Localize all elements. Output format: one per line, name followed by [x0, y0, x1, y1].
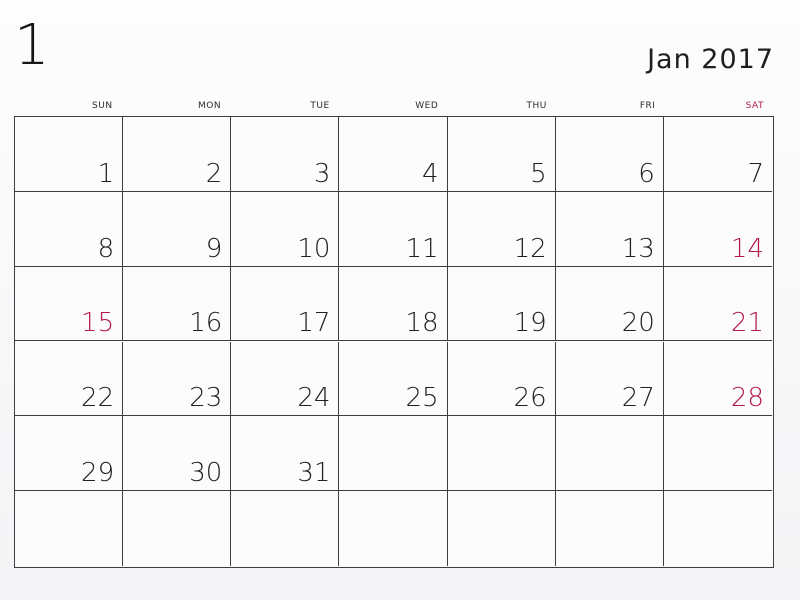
- day-number: 17: [297, 308, 331, 339]
- day-cell: 24: [231, 341, 340, 417]
- day-cell: 20: [555, 266, 664, 342]
- day-number: 13: [621, 233, 655, 264]
- day-number: 30: [189, 458, 223, 489]
- day-number: 26: [513, 383, 547, 414]
- day-number: 22: [81, 383, 115, 414]
- day-cell: 18: [339, 266, 448, 342]
- day-number: 16: [189, 308, 223, 339]
- day-number: 19: [513, 308, 547, 339]
- day-number: 27: [621, 383, 655, 414]
- day-number: 18: [405, 308, 439, 339]
- day-number: 5: [530, 158, 547, 189]
- day-number: 3: [313, 158, 331, 189]
- day-number: 9: [205, 233, 223, 264]
- month-number: 1: [14, 13, 50, 78]
- weekday-sun: SUN: [92, 101, 113, 111]
- day-number: 14: [730, 233, 764, 264]
- day-number: 6: [638, 158, 655, 189]
- day-cell: 19: [447, 266, 556, 342]
- month-year-label: Jan 2017: [647, 44, 774, 75]
- day-number: 23: [189, 383, 223, 414]
- weekday-tue: TUE: [310, 101, 330, 111]
- day-cell: 6: [555, 117, 664, 192]
- day-cell: 1: [15, 117, 124, 192]
- day-cell: 4: [339, 117, 448, 192]
- day-cell: 10: [231, 191, 340, 267]
- weekday-sat: SAT: [745, 101, 764, 111]
- day-cell: 26: [447, 341, 556, 417]
- day-cell: 8: [15, 191, 124, 267]
- day-cell: 23: [123, 341, 232, 417]
- day-cell: 15: [15, 266, 124, 342]
- day-cell: 9: [123, 191, 232, 267]
- day-cell: 5: [447, 117, 556, 192]
- day-cell: [339, 416, 448, 492]
- day-number: 21: [730, 308, 764, 339]
- day-number: 25: [405, 383, 439, 414]
- day-number: 29: [81, 458, 115, 489]
- weekday-thu: THU: [526, 101, 547, 111]
- calendar-grid: 1 2 3 4 5 6 7 8 9 10 11 12 13 14 15 16 17 18 19 20 21 22 23 24 2…: [14, 116, 774, 568]
- weekday-mon: MON: [198, 101, 222, 111]
- day-cell: [339, 491, 448, 566]
- day-number: 12: [513, 233, 547, 264]
- day-cell: 22: [15, 341, 124, 417]
- day-number: 4: [422, 158, 439, 189]
- day-cell: 16: [123, 266, 232, 342]
- day-cell: 29: [15, 416, 124, 492]
- day-cell: 21: [663, 267, 772, 342]
- day-number: 31: [297, 458, 331, 489]
- day-number: 20: [621, 308, 655, 339]
- day-number: 10: [297, 233, 331, 264]
- day-cell: [556, 491, 664, 566]
- day-cell: 17: [231, 266, 340, 342]
- day-cell: [447, 416, 556, 492]
- weekday-fri: FRI: [639, 101, 656, 111]
- day-cell: 2: [123, 117, 232, 192]
- day-cell: 12: [447, 191, 556, 267]
- day-cell: 28: [663, 342, 772, 417]
- day-cell: [231, 491, 340, 566]
- day-cell: [123, 491, 232, 566]
- day-cell: 13: [555, 191, 664, 267]
- day-number: 2: [205, 158, 223, 189]
- weekday-header-row: SUN MON TUE WED THU FRI SAT: [14, 98, 774, 114]
- day-number: 24: [297, 383, 331, 414]
- day-cell: 30: [123, 416, 232, 492]
- day-cell: [555, 416, 664, 492]
- day-cell: 3: [231, 117, 340, 192]
- day-number: 7: [747, 158, 764, 189]
- day-number: 28: [730, 383, 764, 414]
- day-cell: [664, 491, 772, 566]
- day-cell: 25: [339, 341, 448, 417]
- day-cell: [448, 491, 556, 566]
- day-number: 8: [97, 233, 115, 264]
- day-cell: 27: [555, 341, 664, 417]
- day-cell: 7: [663, 117, 772, 192]
- weekday-wed: WED: [415, 101, 439, 111]
- day-cell: [663, 416, 772, 492]
- day-number: 15: [81, 308, 115, 339]
- day-number: 1: [97, 158, 115, 189]
- day-number: 11: [405, 233, 439, 264]
- day-cell: [15, 491, 124, 566]
- day-cell: 11: [339, 191, 448, 267]
- day-cell: 31: [231, 416, 340, 492]
- day-cell: 14: [663, 192, 772, 267]
